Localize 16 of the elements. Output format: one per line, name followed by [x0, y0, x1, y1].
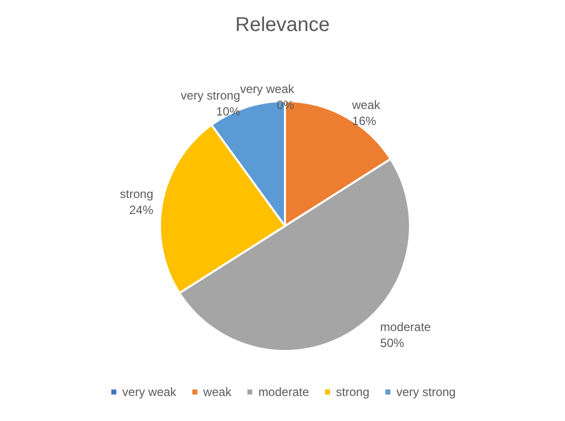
data-label: 24%	[129, 202, 154, 217]
data-label: 16%	[352, 114, 376, 128]
slice-label: very strong	[180, 88, 240, 102]
slice-label: strong	[120, 186, 154, 201]
data-label: 10%	[216, 104, 240, 118]
legend-label: very weak	[122, 385, 178, 399]
category-label: very weak	[240, 82, 294, 96]
legend-label: strong	[336, 385, 370, 399]
text: 0%	[276, 98, 294, 112]
legend-label: moderate	[258, 385, 310, 399]
chart-title: Relevance	[235, 14, 330, 36]
slice-label: moderate	[380, 320, 432, 334]
data-label: 50%	[380, 336, 405, 350]
legend-label: weak	[202, 385, 232, 399]
slice-label: weak	[351, 98, 382, 112]
legend-label: very strong	[396, 385, 456, 399]
